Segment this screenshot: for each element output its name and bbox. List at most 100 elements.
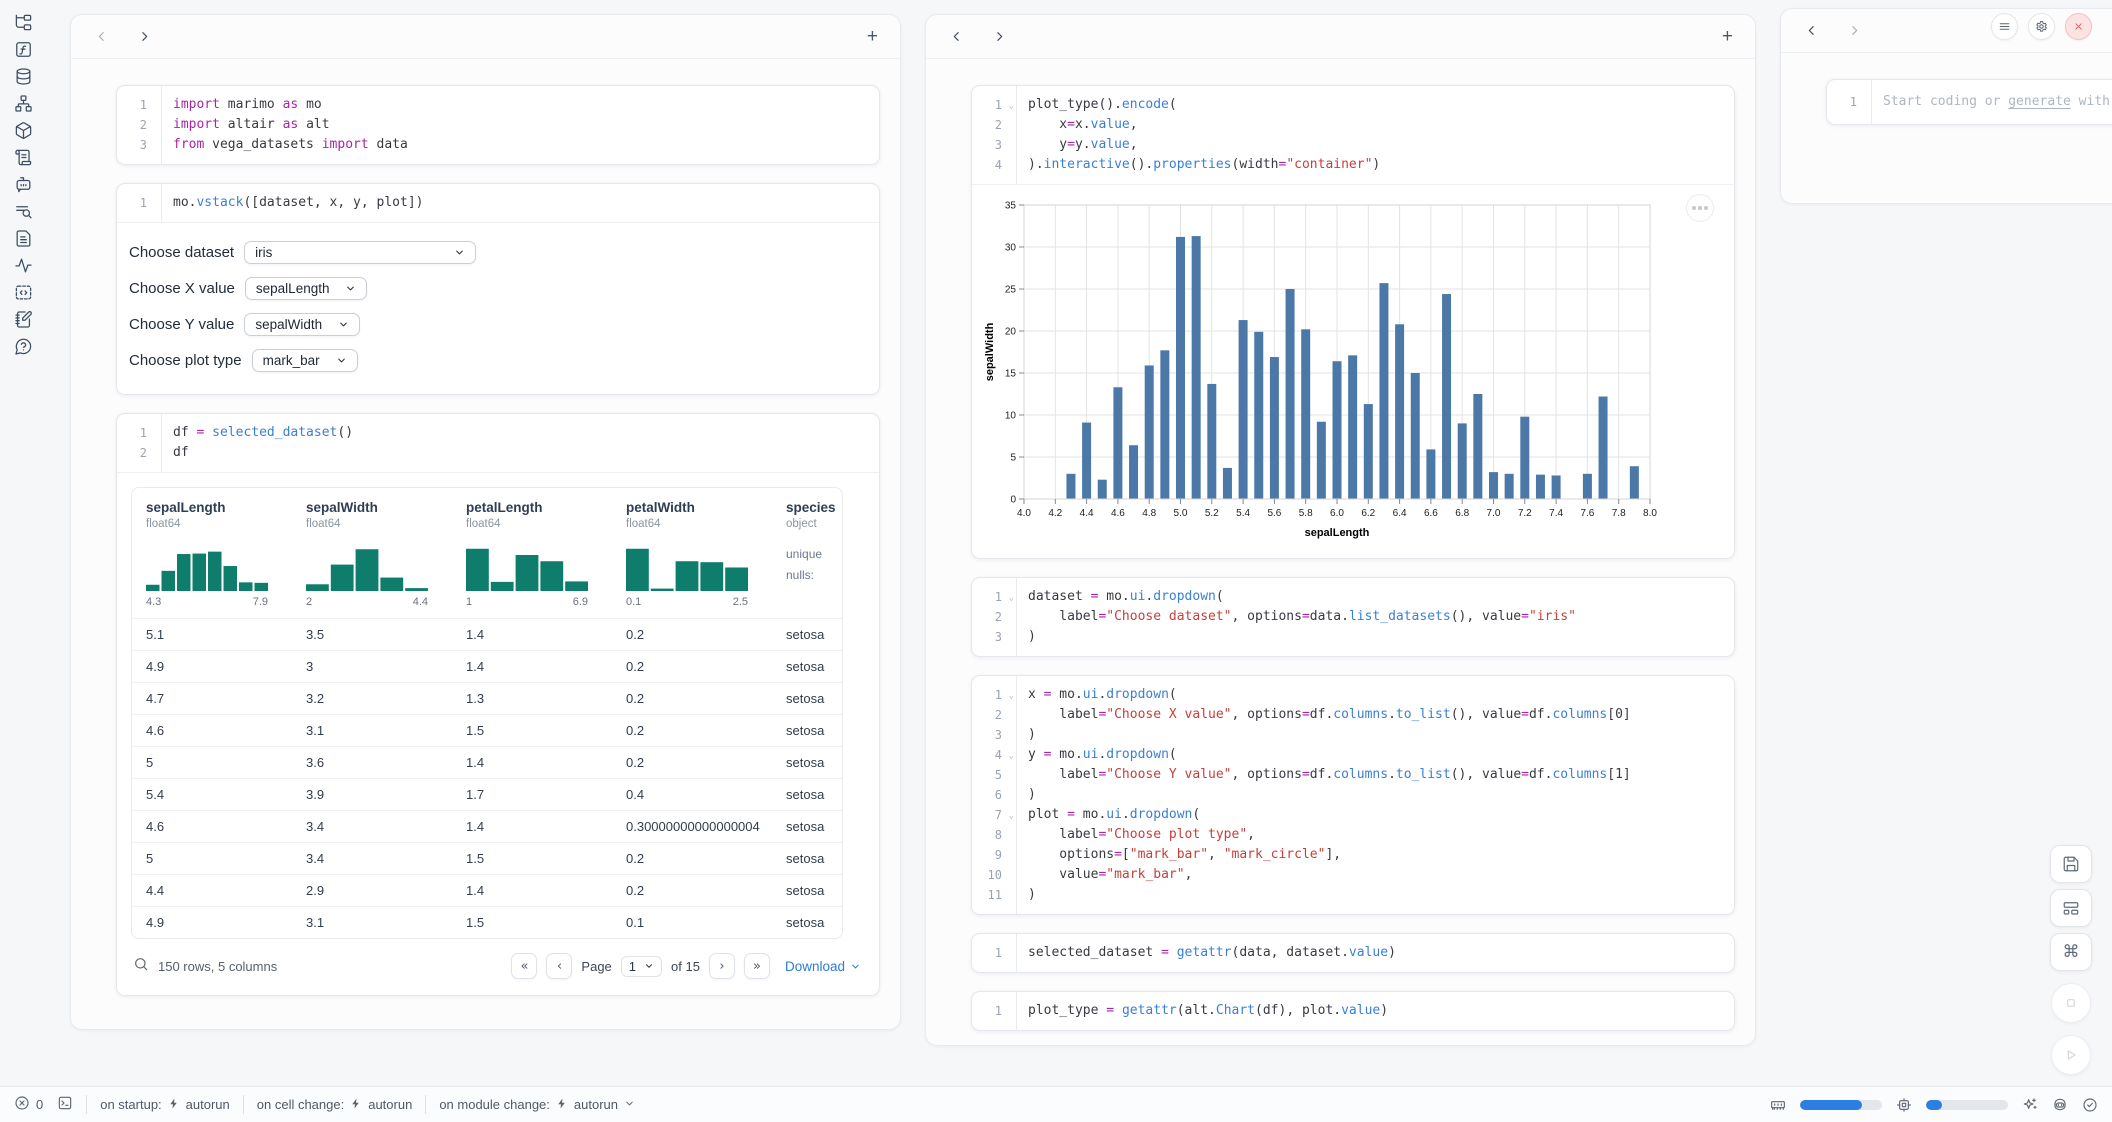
on-startup-setting[interactable]: on startup: autorun [100,1097,230,1113]
scroll-icon[interactable] [9,147,37,167]
on-cell-change-setting[interactable]: on cell change: autorun [257,1097,413,1113]
chevron-down-icon [624,1097,635,1112]
svg-text:30: 30 [1005,243,1017,254]
column-forward-button[interactable] [1844,20,1865,41]
settings-gear-button[interactable] [2028,13,2055,40]
y-value-select[interactable]: sepalWidth [244,313,360,336]
column-forward-button[interactable] [134,26,155,47]
svg-text:4.8: 4.8 [1142,508,1156,519]
x-value-select[interactable]: sepalLength [245,277,368,300]
column-header-sepalLength[interactable]: sepalLengthfloat644.37.9 [146,500,306,608]
column-header-petalWidth[interactable]: petalWidthfloat640.12.5 [626,500,786,608]
dataset-control: Choose dataset iris [129,241,859,264]
download-button[interactable]: Download [785,959,861,974]
network-icon[interactable] [9,93,37,113]
error-count: 0 [36,1097,43,1112]
code-cell-dataframe: 1df = selected_dataset()2df sepalLengthf… [116,413,880,996]
code-cell-vstack: 1mo.vstack([dataset, x, y, plot]) Choose… [116,183,880,395]
column-header-sepalWidth[interactable]: sepalWidthfloat6424.4 [306,500,466,608]
table-row: 5.13.51.40.2setosa [132,618,842,650]
y-value-label: Choose Y value [129,316,234,333]
help-icon[interactable] [9,336,37,356]
svg-text:6.4: 6.4 [1393,508,1407,519]
copilot-icon[interactable] [2052,1097,2068,1113]
code-editor-vstack[interactable]: 1mo.vstack([dataset, x, y, plot]) [117,184,879,222]
package-icon[interactable] [9,120,37,140]
interrupt-button[interactable] [2051,983,2091,1023]
errors-indicator[interactable]: 0 [14,1095,43,1114]
column-1-header: + [71,15,900,59]
shutdown-close-button[interactable] [2065,13,2092,40]
next-page-button[interactable]: › [709,953,735,979]
dataframe-output: sepalLengthfloat644.37.9sepalWidthfloat6… [117,472,879,995]
bar-chart[interactable]: 4.04.24.44.64.85.05.25.45.65.86.06.26.46… [980,189,1680,549]
add-cell-button[interactable]: + [1722,27,1733,46]
log-search-icon[interactable] [9,201,37,221]
snippet-icon[interactable] [9,282,37,302]
database-icon[interactable] [9,66,37,86]
chevron-down-icon [338,319,349,330]
empty-code-cell: 1 Start coding or generate with AI [1826,79,2112,125]
code-editor-xy-dropdowns[interactable]: 1⌄x = mo.ui.dropdown(2 label="Choose X v… [972,676,1734,914]
code-editor-plot-type[interactable]: 1plot_type = getattr(alt.Chart(df), plot… [972,992,1734,1030]
column-back-button[interactable] [946,26,967,47]
table-row: 4.73.21.30.2setosa [132,682,842,714]
svg-text:5.2: 5.2 [1205,508,1219,519]
document-icon[interactable] [9,228,37,248]
on-module-change-setting[interactable]: on module change: autorun [439,1097,635,1113]
edge-toolbar: ⌘ [2050,845,2092,1075]
code-editor-dataset-dropdown[interactable]: 1⌄dataset = mo.ui.dropdown(2 label="Choo… [972,578,1734,656]
search-icon[interactable] [133,956,149,977]
first-page-button[interactable]: « [511,953,537,979]
plot-type-select[interactable]: mark_bar [252,349,358,372]
terminal-toggle[interactable] [57,1095,73,1114]
svg-text:0: 0 [1010,495,1016,506]
line-number: 1 [1827,92,1871,112]
generate-with-ai-link[interactable]: generate [2008,94,2071,109]
prev-page-button[interactable]: ‹ [546,953,572,979]
ai-sparkles-icon[interactable] [2022,1097,2038,1113]
code-editor-imports[interactable]: 1import marimo as mo2import altair as al… [117,86,879,164]
last-page-button[interactable]: » [744,953,770,979]
column-header-petalLength[interactable]: petalLengthfloat6416.9 [466,500,626,608]
function-square-icon[interactable] [9,39,37,59]
command-palette-button[interactable]: ⌘ [2050,933,2092,971]
bolt-icon [350,1097,362,1113]
chart-actions-button[interactable] [1686,194,1714,222]
code-cell-imports: 1import marimo as mo2import altair as al… [116,85,880,165]
code-editor-selected-dataset[interactable]: 1selected_dataset = getattr(data, datase… [972,934,1734,972]
notebook-column-2: + 1⌄plot_type().encode(2 x=x.value,3 y=y… [925,14,1756,1046]
status-bar: 0 on startup: autorun on cell change: au… [0,1086,2112,1122]
page-select[interactable]: 1 [621,956,662,977]
activity-icon[interactable] [9,255,37,275]
code-editor-plot[interactable]: 1⌄plot_type().encode(2 x=x.value,3 y=y.v… [972,86,1734,184]
connection-status-icon[interactable] [2082,1097,2098,1113]
column-back-button[interactable] [1801,20,1822,41]
save-button[interactable] [2050,845,2092,883]
dataset-label: Choose dataset [129,244,234,261]
file-tree-icon[interactable] [9,12,37,32]
svg-text:20: 20 [1005,327,1017,338]
code-cell-dataset-dropdown: 1⌄dataset = mo.ui.dropdown(2 label="Choo… [971,577,1735,657]
column-forward-button[interactable] [989,26,1010,47]
svg-text:8.0: 8.0 [1643,508,1657,519]
bot-icon[interactable] [9,174,37,194]
data-table: sepalLengthfloat644.37.9sepalWidthfloat6… [131,487,843,939]
error-circle-icon [14,1095,30,1114]
empty-code-editor[interactable]: 1 Start coding or generate with AI [1827,80,2112,124]
activity-sidebar [0,0,46,356]
dataset-select[interactable]: iris [244,241,476,264]
svg-text:6.8: 6.8 [1455,508,1469,519]
menu-button[interactable] [1991,13,2018,40]
column-back-button[interactable] [91,26,112,47]
chart-output[interactable]: 4.04.24.44.64.85.05.25.45.65.86.06.26.46… [972,184,1734,558]
code-editor-dataframe[interactable]: 1df = selected_dataset()2df [117,414,879,472]
y-value-control: Choose Y value sepalWidth [129,313,859,336]
bolt-icon [168,1097,180,1113]
add-cell-button[interactable]: + [867,27,878,46]
column-header-species[interactable]: speciesobjectuniquenulls: [786,500,843,608]
scratchpad-icon[interactable] [9,309,37,329]
run-all-button[interactable] [2051,1035,2091,1075]
code-cell-selected-dataset: 1selected_dataset = getattr(data, datase… [971,933,1735,973]
layout-toggle-button[interactable] [2050,889,2092,927]
